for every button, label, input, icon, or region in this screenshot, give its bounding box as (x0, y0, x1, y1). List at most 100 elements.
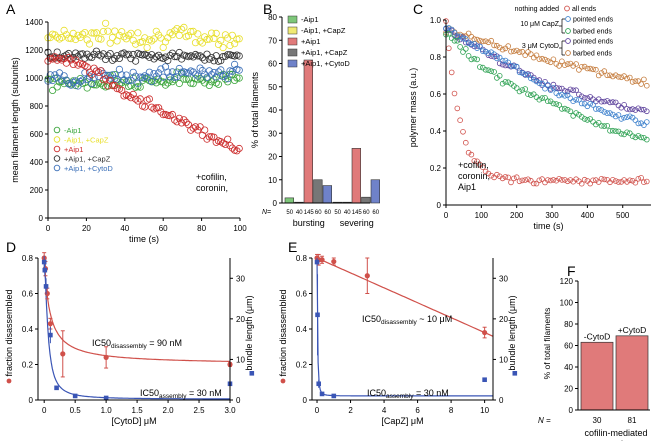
data-point (550, 81, 557, 88)
data-point (615, 179, 622, 185)
data-point (593, 177, 599, 183)
data-point (180, 75, 188, 83)
data-point (629, 79, 636, 85)
data-point (567, 86, 574, 93)
data-point (221, 71, 229, 79)
panel-d-y-label-left: fraction disassembled (4, 289, 14, 376)
data-point (53, 56, 61, 64)
data-point (635, 176, 642, 182)
data-point (127, 54, 135, 63)
data-point (550, 85, 557, 91)
legend-marker (565, 38, 571, 44)
data-point (166, 73, 174, 81)
data-point (74, 82, 82, 90)
data-point (210, 68, 218, 77)
data-point (542, 95, 548, 101)
data-point (102, 75, 110, 83)
data-point (559, 58, 565, 65)
data-point (53, 74, 61, 82)
data-point (522, 71, 528, 77)
data-point (219, 52, 227, 61)
data-point (491, 42, 497, 49)
data-point (491, 69, 497, 75)
data-point (559, 177, 565, 183)
data-point (581, 116, 588, 122)
data-point (129, 68, 137, 76)
data-point (629, 133, 636, 140)
legend-marker (280, 378, 286, 384)
data-point (527, 75, 534, 82)
data-point (465, 149, 472, 156)
data-point-assembly (103, 395, 109, 401)
data-point-assembly (41, 259, 47, 265)
data-point (115, 31, 124, 40)
data-point (584, 117, 591, 123)
panel-d-ic50-assembly: IC50assembly = 30 nM (140, 388, 222, 400)
data-point (539, 80, 545, 87)
data-point (595, 179, 602, 185)
data-point (97, 67, 105, 75)
data-point (155, 69, 163, 77)
data-point (210, 75, 218, 84)
data-point (191, 39, 200, 47)
data-point (513, 85, 520, 91)
data-point (81, 54, 89, 62)
legend-marker (53, 155, 61, 162)
data-point (102, 19, 110, 27)
legend-label: +Aip1, +CapZ (301, 48, 348, 57)
data-point (448, 26, 455, 33)
data-point (607, 72, 613, 79)
data-point (525, 91, 531, 97)
data-point (618, 179, 625, 185)
data-point (235, 35, 243, 43)
data-point (593, 121, 599, 128)
panel-c-x-tick-label: 100 (475, 211, 489, 220)
data-point (567, 95, 574, 102)
data-point (85, 40, 94, 48)
data-point (166, 51, 174, 60)
data-point (519, 87, 526, 93)
data-point (148, 51, 156, 59)
data-point (601, 98, 608, 105)
data-point (499, 46, 506, 53)
panel-e-fit-assembly (316, 257, 493, 397)
data-point (547, 177, 554, 184)
data-point (533, 78, 540, 85)
legend-marker (249, 371, 255, 376)
data-point (228, 31, 236, 39)
data-point (74, 52, 82, 60)
data-point (143, 43, 151, 52)
data-point (159, 73, 167, 81)
legend-swatch (287, 37, 298, 46)
data-point (53, 33, 61, 41)
data-point (590, 66, 596, 73)
data-point (106, 49, 114, 58)
data-point (505, 79, 512, 85)
data-point (488, 37, 495, 44)
data-point (83, 36, 91, 44)
data-point (152, 27, 160, 35)
data-point (626, 177, 633, 184)
data-point (587, 116, 593, 122)
data-point-assembly (482, 377, 487, 383)
data-point (604, 72, 610, 79)
data-point-assembly (43, 284, 49, 289)
data-point (581, 95, 588, 101)
data-point (471, 40, 478, 47)
legend-label: +Aip1, +CytoD (64, 164, 113, 173)
data-point (638, 120, 644, 126)
data-point (533, 52, 540, 59)
data-point (122, 35, 130, 43)
data-point (641, 122, 647, 128)
panel-e-y-tick-label: 30 (499, 274, 508, 283)
panel-c-y-tick-label: 0.2 (430, 164, 442, 173)
data-point (92, 81, 101, 89)
data-point (519, 48, 526, 55)
data-point (74, 61, 82, 69)
data-point (111, 27, 119, 35)
data-point (485, 67, 492, 73)
data-point (164, 68, 172, 76)
data-point (129, 36, 137, 44)
panel-e-ic50-assembly: IC50assembly = 30 nM (367, 388, 449, 400)
data-point (460, 129, 466, 135)
